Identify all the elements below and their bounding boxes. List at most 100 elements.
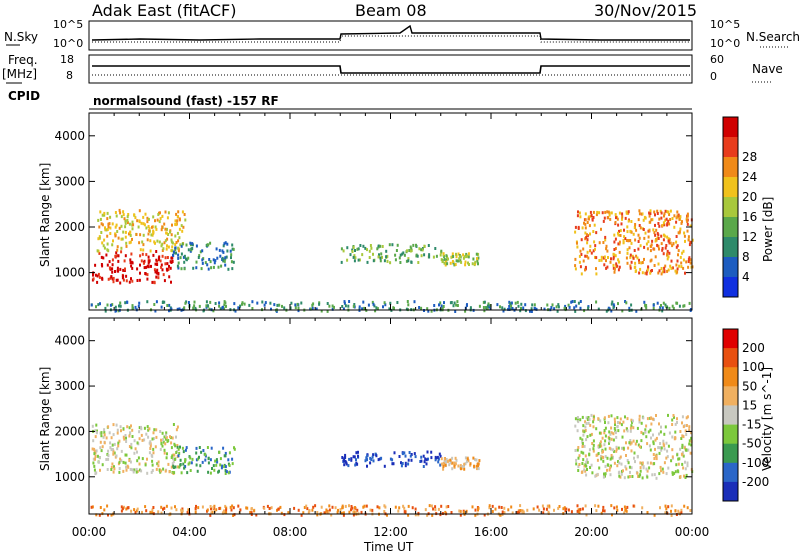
scatter-point [681, 462, 684, 466]
scatter-point [639, 267, 642, 271]
scatter-point [404, 510, 407, 514]
scatter-point [388, 307, 391, 311]
scatter-point [641, 476, 644, 480]
scatter-point [167, 268, 170, 271]
scatter-point [99, 506, 102, 509]
scatter-point [611, 455, 614, 459]
scatter-point [162, 440, 165, 444]
scatter-point [622, 446, 625, 450]
scatter-point [326, 309, 329, 313]
scatter-point [420, 248, 423, 252]
scatter-point [412, 243, 415, 247]
scatter-point [115, 214, 118, 218]
scatter-point [643, 236, 646, 240]
scatter-point [535, 307, 538, 311]
scatter-point [161, 301, 164, 304]
scatter-point [474, 260, 477, 264]
scatter-point [171, 245, 174, 249]
scatter-point [603, 416, 606, 420]
scatter-point [653, 473, 656, 477]
scatter-point [281, 304, 283, 308]
scatter-point [440, 457, 443, 461]
scatter-point [597, 452, 600, 455]
scatter-point [215, 247, 218, 251]
scatter-point [366, 260, 369, 264]
scatter-point [160, 265, 163, 269]
scatter-point [209, 458, 212, 462]
scatter-point [160, 438, 162, 442]
scatter-point [577, 456, 580, 460]
scatter-point [160, 305, 163, 309]
scatter-point [583, 309, 586, 313]
scatter-point [119, 281, 122, 285]
scatter-point [676, 421, 678, 424]
scatter-point [197, 256, 200, 259]
scatter-point [600, 431, 603, 435]
scatter-point [170, 280, 172, 284]
scatter-point [666, 249, 669, 253]
scatter-point [159, 211, 161, 215]
scatter-point [154, 309, 157, 313]
scatter-point [667, 466, 670, 470]
scatter-point [125, 468, 128, 472]
scatter-point [663, 444, 666, 448]
scatter-point [631, 254, 634, 258]
scatter-point [195, 446, 198, 450]
scatter-point [120, 246, 123, 250]
scatter-point [122, 435, 125, 439]
scatter-point [119, 304, 122, 308]
scatter-point [441, 260, 444, 264]
scatter-point [671, 244, 674, 248]
scatter-point [177, 256, 180, 260]
scatter-point [599, 454, 602, 458]
scatter-point [652, 303, 655, 307]
scatter-point [581, 442, 584, 445]
scatter-point [686, 222, 689, 226]
scatter-point [607, 256, 609, 259]
scatter-point [654, 255, 657, 259]
scatter-point [499, 513, 502, 517]
scatter-point [686, 464, 689, 468]
scatter-point [147, 428, 150, 432]
scatter-point [611, 513, 613, 517]
scatter-point [619, 417, 622, 421]
scatter-point [256, 301, 259, 305]
scatter-point [624, 300, 627, 303]
scatter-point [604, 455, 607, 459]
scatter-point [127, 213, 130, 216]
scatter-point [161, 214, 164, 218]
scatter-point [649, 428, 652, 432]
scatter-point [665, 472, 668, 476]
scatter-point [114, 254, 117, 258]
scatter-point [175, 212, 178, 216]
scatter-point [174, 234, 177, 238]
scatter-point [183, 260, 186, 264]
scatter-point [152, 253, 155, 257]
scatter-point [206, 263, 209, 267]
scatter-point [164, 256, 167, 260]
scatter-point [324, 511, 327, 515]
scatter-point [122, 210, 125, 214]
scatter-point [652, 417, 654, 421]
freq-unit: [MHz] [2, 67, 38, 81]
scatter-point [268, 507, 271, 510]
x-tick-label: 00:00 [675, 525, 710, 539]
scatter-point [445, 505, 448, 509]
scatter-point [453, 263, 456, 267]
x-tick-label: 12:00 [373, 525, 408, 539]
scatter-point [653, 247, 656, 251]
scatter-point [331, 505, 334, 509]
scatter-point [323, 511, 326, 515]
scatter-point [687, 448, 690, 452]
scatter-point [168, 470, 171, 474]
scatter-point [232, 514, 235, 517]
scatter-point [147, 232, 150, 236]
scatter-point [372, 252, 374, 256]
scatter-point [649, 220, 652, 224]
scatter-point [669, 241, 672, 245]
scatter-point [407, 259, 410, 263]
scatter-point [201, 261, 204, 265]
scatter-point [204, 458, 207, 462]
scatter-point [125, 453, 128, 457]
